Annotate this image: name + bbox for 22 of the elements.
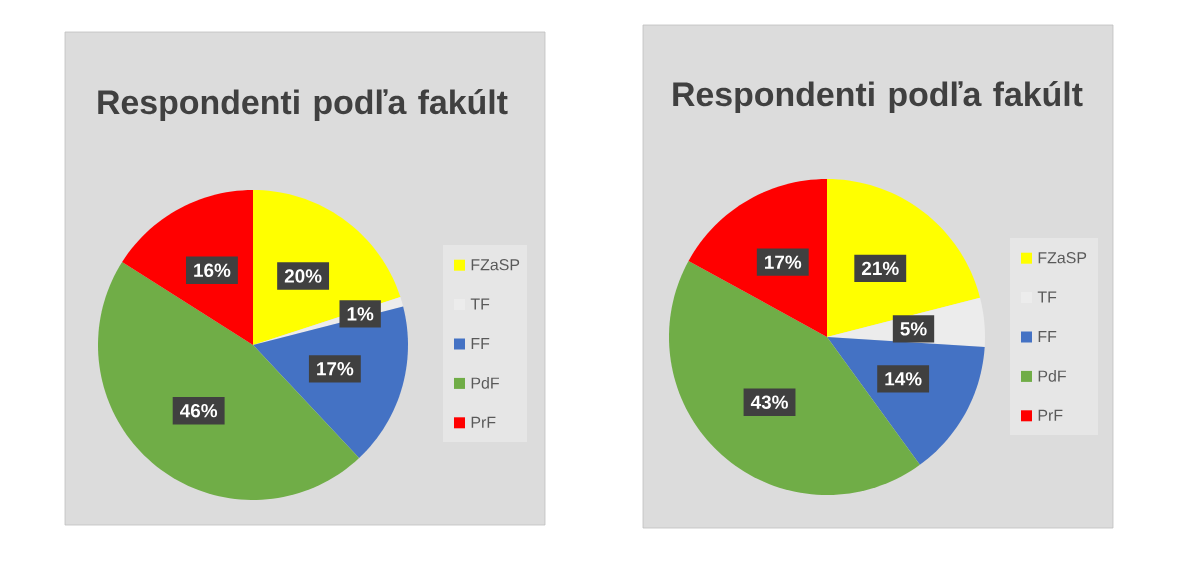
legend-label: PdF: [471, 377, 499, 389]
data-label: 43%: [750, 395, 788, 409]
data-label: 1%: [347, 307, 374, 321]
chart-title: Respondenti podľa fakúlt: [98, 89, 508, 121]
data-label: 16%: [194, 263, 231, 277]
data-label: 21%: [861, 261, 899, 276]
legend-label: FF: [1038, 331, 1057, 342]
data-label: 17%: [765, 255, 802, 269]
legend-label: PrF: [471, 416, 496, 428]
legend-label: PdF: [1038, 370, 1066, 382]
data-label: 5%: [900, 322, 927, 336]
data-label: 14%: [885, 372, 922, 386]
legend-label: FZaSP: [1038, 252, 1087, 264]
legend-label: FF: [471, 338, 490, 349]
data-label: 17%: [317, 362, 354, 376]
legend-label: FZaSP: [471, 259, 520, 271]
data-label: 46%: [180, 403, 218, 418]
data-label: 20%: [284, 269, 322, 283]
chart-title: Respondenti podľa fakúlt: [673, 81, 1083, 113]
legend-label: PrF: [1038, 409, 1063, 421]
legend-label: TF: [470, 298, 490, 310]
legend-label: TF: [1037, 291, 1057, 303]
